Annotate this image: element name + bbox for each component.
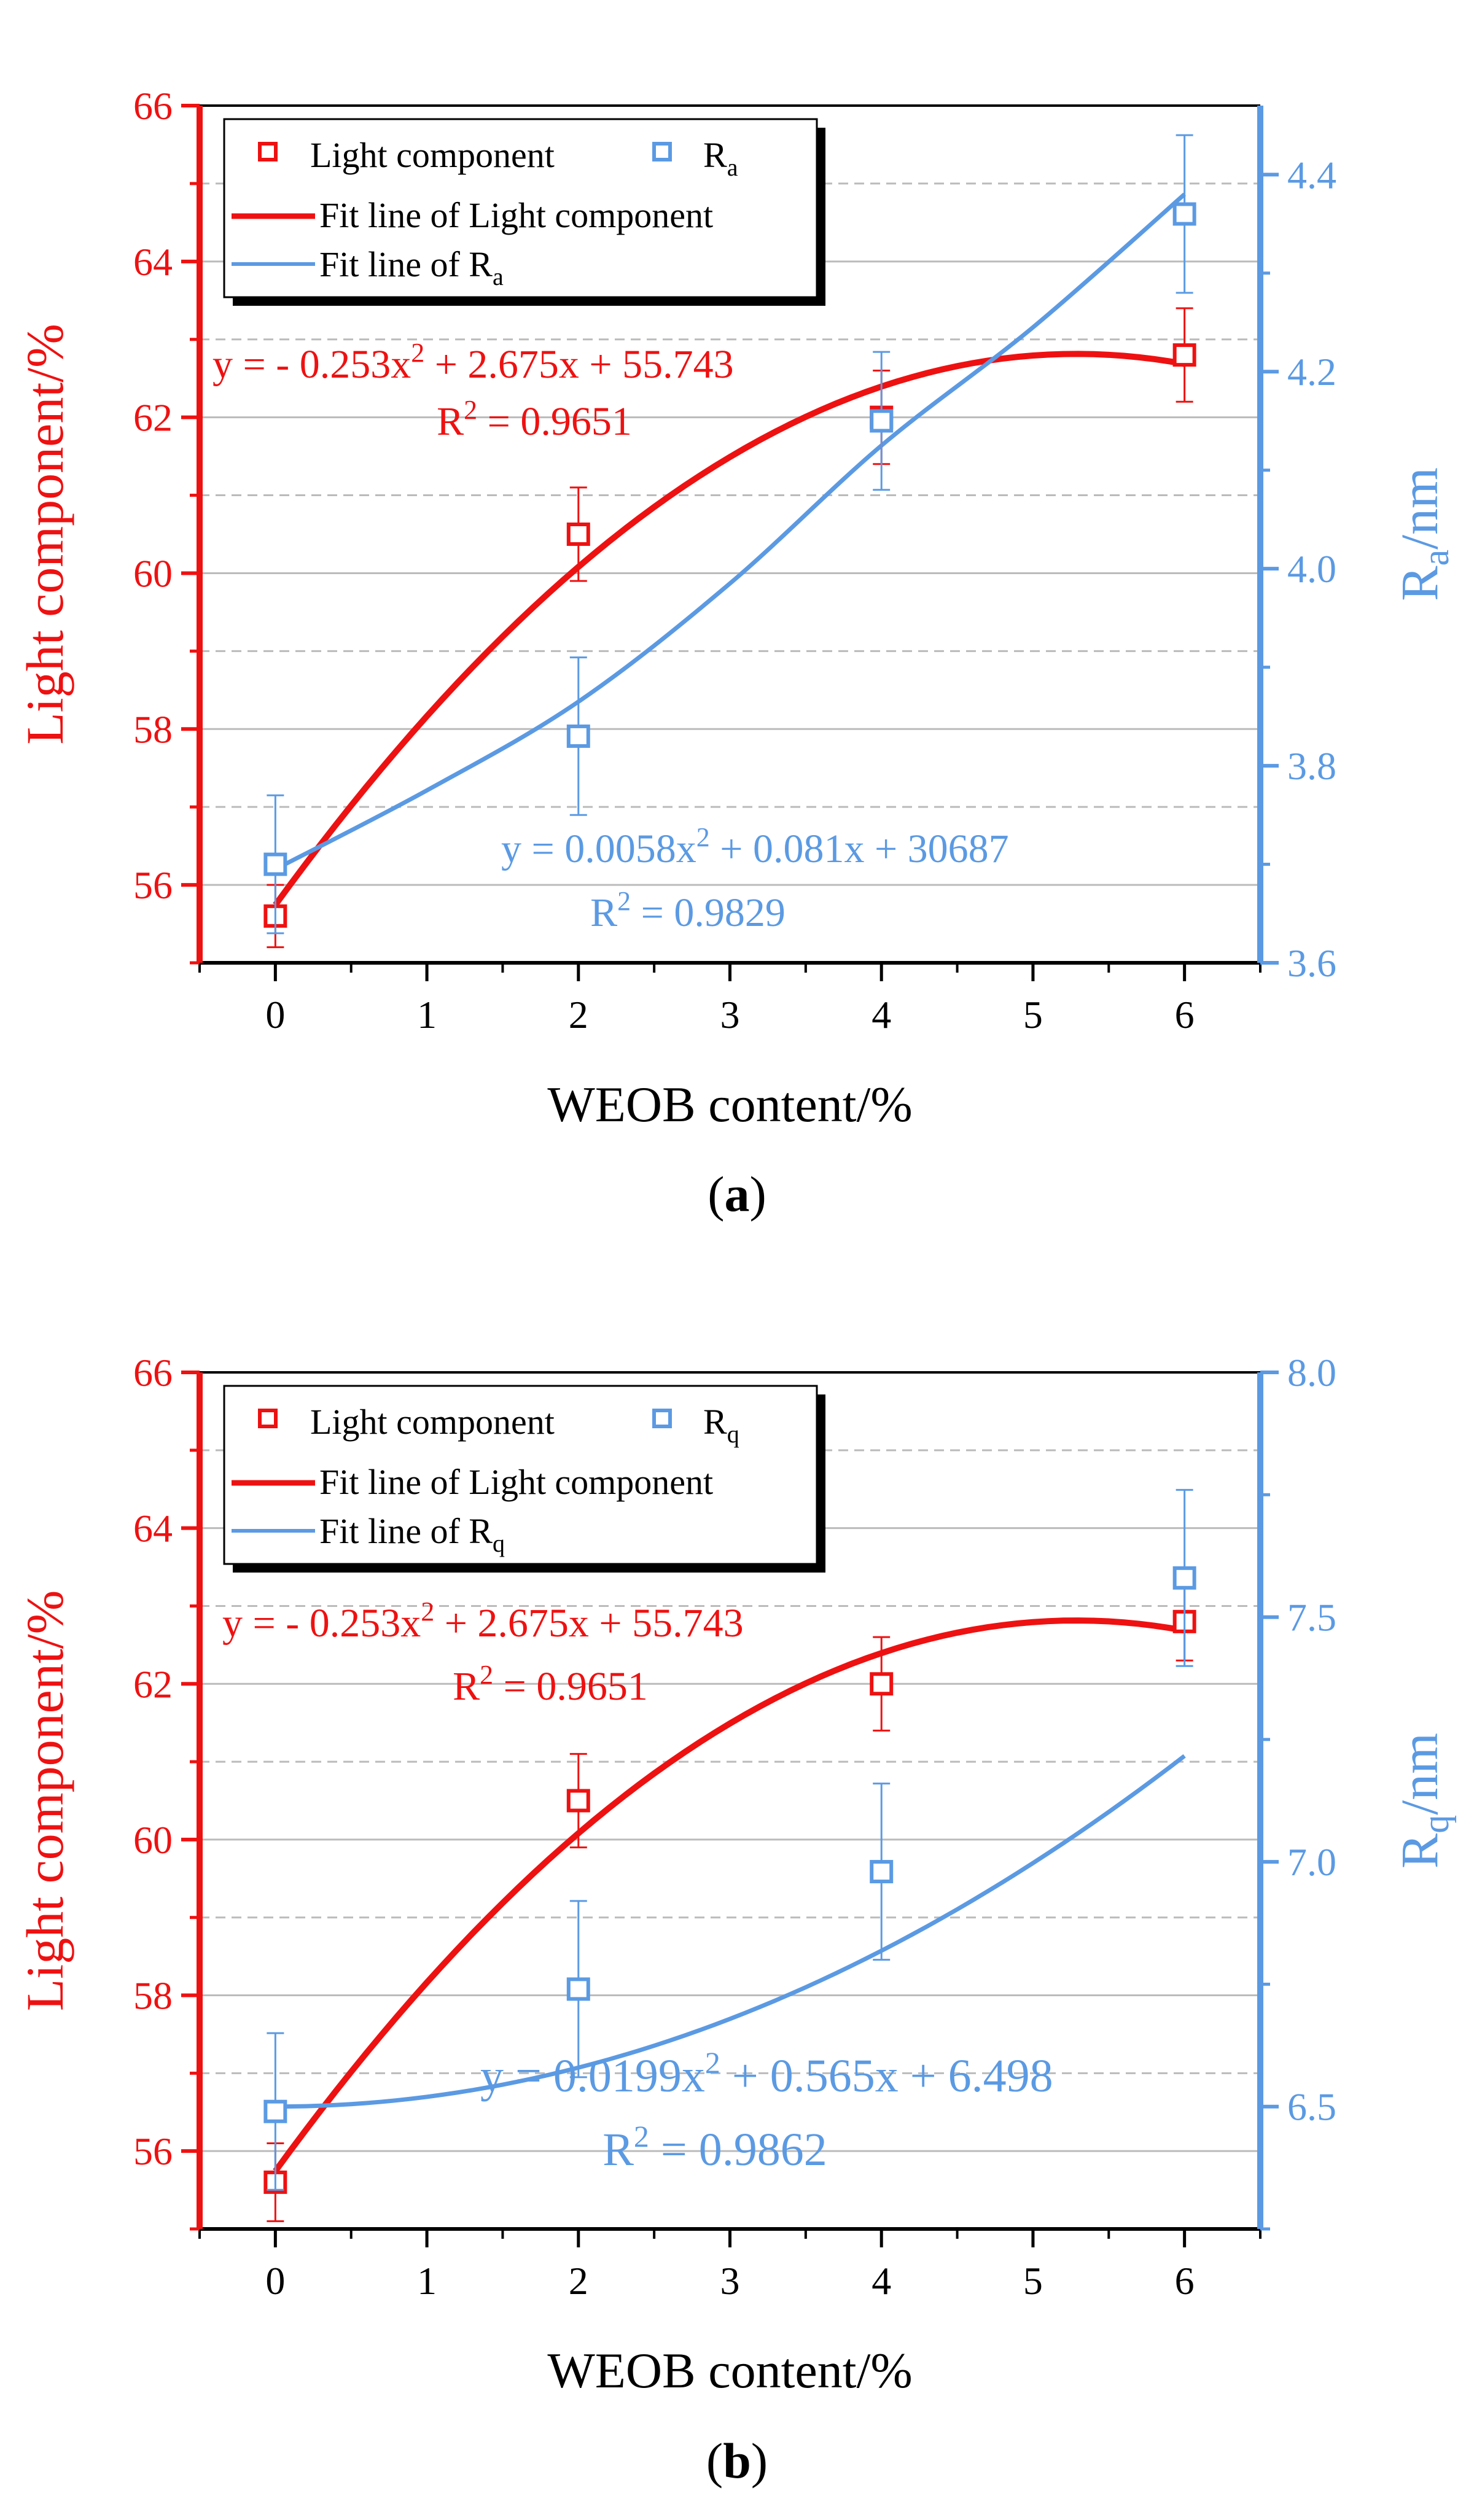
data-point-rough (870, 1860, 894, 1884)
data-point-light (566, 523, 590, 546)
legend-marker-rough (652, 1409, 672, 1428)
x-tick-label: 5 (1023, 2259, 1043, 2303)
y-right-tick-label: 8.0 (1287, 1351, 1336, 1394)
legend-label-fit-rough: Fit line of Ra (319, 244, 504, 290)
x-tick-label: 2 (569, 2259, 588, 2303)
legend-box (223, 118, 818, 298)
x-tick-label: 5 (1023, 993, 1043, 1036)
data-point-rough (566, 1977, 590, 2001)
x-tick-label: 4 (872, 993, 891, 1036)
legend-marker-light (258, 142, 278, 161)
y-left-tick-label: 58 (133, 707, 173, 751)
y-right-tick-label: 6.5 (1287, 2085, 1336, 2129)
data-point-light (566, 1789, 590, 1813)
y-left-tick-label: 64 (133, 1507, 173, 1550)
y-right-tick-label: 3.8 (1287, 744, 1336, 788)
y-left-tick-label: 56 (133, 2129, 173, 2173)
legend-label-fit-light: Fit line of Light component (319, 1462, 713, 1502)
fit-equation-1: y = - 0.253x2 + 2.675x + 55.743 (222, 1596, 744, 1646)
x-tick-label: 3 (720, 2259, 740, 2303)
y-left-tick-label: 62 (133, 1662, 173, 1706)
fit-line-light (273, 1617, 1185, 2173)
y-right-tick-label: 3.6 (1287, 941, 1336, 985)
x-tick-label: 4 (872, 2259, 891, 2303)
y-left-tick-label: 58 (133, 1974, 173, 2018)
legend-label-rough: Rq (703, 1402, 739, 1448)
fit-equation-2: R2 = 0.9651 (453, 1660, 648, 1709)
legend-marker-rough (652, 142, 672, 161)
x-tick-label: 1 (417, 2259, 437, 2303)
legend-box (223, 1385, 818, 1565)
fit-line-rough (274, 192, 1186, 871)
y-left-tick-label: 66 (133, 84, 173, 128)
fit-equation-1: y = - 0.253x2 + 2.675x + 55.743 (213, 338, 734, 387)
y-right-axis-title: Ra/nm (1390, 467, 1456, 601)
y-left-tick-label: 56 (133, 863, 173, 907)
y-right-tick-label: 4.2 (1287, 350, 1336, 394)
x-tick-label: 6 (1175, 2259, 1195, 2303)
panel-label: (a) (708, 1166, 766, 1222)
x-axis-title: WEOB content/% (547, 1076, 912, 1132)
fit-line-rough (275, 1754, 1186, 2109)
fit-equation-4: R2 = 0.9862 (602, 2119, 827, 2176)
y-right-tick-label: 7.5 (1287, 1596, 1336, 1639)
fit-equation-3: y = 0.0058x2 + 0.081x + 30687 (501, 822, 1009, 871)
data-point-rough (263, 852, 287, 876)
y-left-tick-label: 60 (133, 551, 173, 595)
legend-label-light: Light component (310, 135, 555, 175)
legend-label-light: Light component (310, 1402, 555, 1442)
x-tick-label: 1 (417, 993, 437, 1036)
y-right-axis-title: Rq/nm (1390, 1733, 1456, 1869)
x-tick-label: 3 (720, 993, 740, 1036)
x-tick-label: 2 (569, 993, 588, 1036)
data-point-light (1172, 343, 1196, 367)
panel-label: (b) (706, 2433, 768, 2489)
x-tick-label: 0 (265, 993, 285, 1036)
y-left-tick-label: 66 (133, 1351, 173, 1394)
data-point-light (870, 1672, 894, 1696)
x-axis-title: WEOB content/% (547, 2343, 912, 2398)
fit-line-light (273, 351, 1185, 907)
legend-label-fit-rough: Fit line of Rq (319, 1511, 505, 1557)
data-point-rough (870, 409, 894, 433)
legend-label-rough: Ra (703, 135, 738, 181)
y-left-axis-title: Light component/% (15, 324, 74, 744)
data-point-rough (1172, 202, 1196, 226)
legend-label-fit-light: Fit line of Light component (319, 195, 713, 235)
y-left-tick-label: 60 (133, 1818, 173, 1862)
data-point-rough (566, 724, 590, 748)
y-right-tick-label: 4.0 (1287, 547, 1336, 591)
data-point-rough (263, 2099, 287, 2123)
x-tick-label: 6 (1175, 993, 1195, 1036)
fit-equation-4: R2 = 0.9829 (590, 886, 786, 935)
y-right-tick-label: 4.4 (1287, 153, 1336, 196)
data-point-rough (1172, 1566, 1196, 1590)
x-tick-label: 0 (265, 2259, 285, 2303)
y-left-tick-label: 62 (133, 396, 173, 440)
y-left-axis-title: Light component/% (15, 1590, 74, 2011)
y-left-tick-label: 64 (133, 240, 173, 284)
fit-equation-2: R2 = 0.9651 (437, 395, 632, 444)
legend-marker-light (258, 1409, 278, 1428)
fit-equation-3: y = 0.0199x2 + 0.565x + 6.498 (480, 2045, 1053, 2102)
y-right-tick-label: 7.0 (1287, 1840, 1336, 1884)
